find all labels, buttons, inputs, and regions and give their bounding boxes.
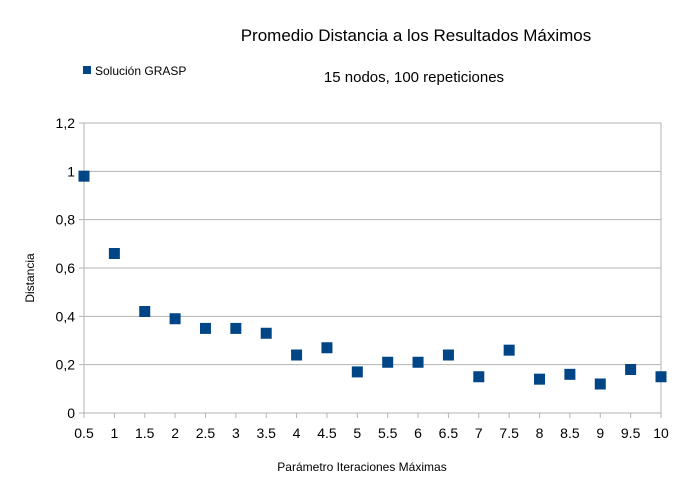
x-tick-label: 1 (110, 425, 118, 441)
y-tick-label: 1 (67, 163, 75, 179)
y-tick-label: 0,2 (56, 357, 76, 373)
data-point (351, 366, 363, 378)
x-tick-label: 4.5 (317, 425, 337, 441)
legend-marker (83, 66, 91, 74)
legend-label: Solución GRASP (95, 64, 186, 78)
x-tick-label: 4 (293, 425, 301, 441)
data-point (442, 349, 454, 361)
x-tick-label: 0.5 (74, 425, 94, 441)
data-point (169, 313, 181, 325)
y-tick-label: 0,6 (56, 260, 76, 276)
x-tick-label: 8 (536, 425, 544, 441)
y-tick-label: 1,2 (56, 115, 76, 131)
x-tick-label: 9 (596, 425, 604, 441)
x-axis-ticks: 0.5 1 1.5 2 2.5 3 3.5 4 4.5 5 5.5 6 6.5 7 7.5 8 8.5 9 9.5 1… (74, 413, 669, 441)
data-point (412, 356, 424, 368)
x-tick-label: 7.5 (499, 425, 519, 441)
y-axis-ticks: 0 0,2 0,4 0,6 0,8 1 1,2 (56, 115, 84, 421)
x-tick-label: 10 (653, 425, 669, 441)
chart-subtitle: 15 nodos, 100 repeticiones (324, 69, 504, 86)
x-tick-label: 7 (475, 425, 483, 441)
data-point (594, 378, 606, 390)
x-tick-label: 5.5 (378, 425, 398, 441)
x-tick-label: 3 (232, 425, 240, 441)
data-point (260, 327, 272, 339)
data-point (625, 364, 637, 375)
data-point (473, 371, 485, 383)
x-tick-label: 8.5 (560, 425, 580, 441)
x-tick-label: 9.5 (621, 425, 641, 441)
x-tick-label: 5 (353, 425, 361, 441)
y-axis-label: Distancia (23, 253, 37, 303)
y-tick-label: 0 (67, 405, 75, 421)
data-points (78, 170, 667, 390)
data-point (321, 342, 333, 354)
data-point (564, 368, 576, 380)
x-tick-label: 1.5 (135, 425, 155, 441)
data-point (655, 371, 667, 383)
data-point (291, 349, 303, 361)
data-point (534, 373, 546, 385)
data-point (139, 306, 151, 317)
x-tick-label: 6 (414, 425, 422, 441)
x-tick-label: 6.5 (439, 425, 459, 441)
data-point (230, 322, 242, 334)
x-axis-label: Parámetro Iteraciones Máximas (277, 460, 446, 474)
y-tick-label: 0,4 (56, 308, 76, 324)
data-point (503, 344, 515, 356)
data-point (108, 248, 120, 259)
chart-title: Promedio Distancia a los Resultados Máxi… (241, 26, 592, 45)
x-tick-label: 3.5 (256, 425, 276, 441)
y-tick-label: 0,8 (56, 212, 76, 228)
legend: Solución GRASP (83, 64, 186, 78)
data-point (199, 322, 211, 334)
x-tick-label: 2.5 (196, 425, 216, 441)
data-point (78, 170, 90, 182)
x-tick-label: 2 (171, 425, 179, 441)
data-point (382, 356, 394, 368)
